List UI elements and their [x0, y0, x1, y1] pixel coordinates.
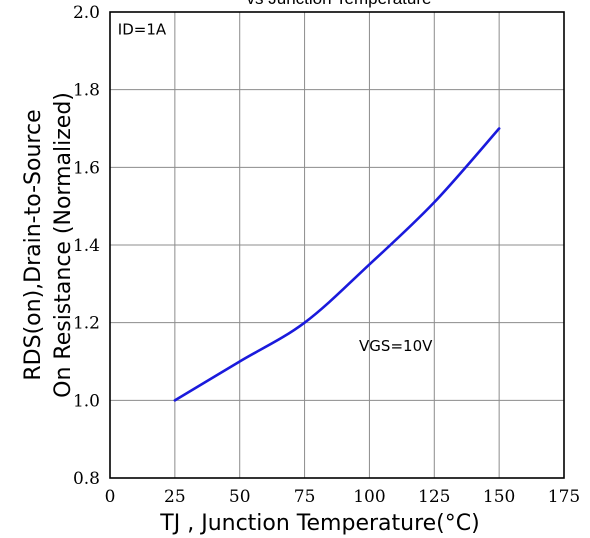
y-tick-label: 1.0	[73, 391, 100, 411]
x-axis-label: TJ , Junction Temperature(°C)	[159, 511, 479, 536]
y-tick-label: 1.8	[73, 81, 100, 101]
y-tick-labels: 0.8 1.0 1.2 1.4 1.6 1.8 2.0	[73, 3, 100, 489]
x-tick-label: 175	[548, 487, 580, 507]
x-tick-label: 150	[483, 487, 515, 507]
plot-frame	[109, 11, 565, 479]
x-tick-label: 100	[353, 487, 385, 507]
annotation-label-0: ID=1A	[118, 20, 167, 38]
y-tick-label: 1.4	[73, 236, 100, 256]
chart-title: vs Junction Temperature	[247, 0, 432, 8]
x-tick-label: 125	[418, 487, 450, 507]
grid	[110, 12, 564, 478]
x-tick-label: 25	[164, 487, 186, 507]
y-axis-label-line-1: RDS(on),Drain-to-Source	[21, 109, 46, 380]
y-tick-label: 1.6	[73, 158, 100, 178]
x-tick-label: 75	[294, 487, 316, 507]
y-tick-label: 2.0	[73, 3, 100, 23]
x-tick-label: 0	[105, 487, 116, 507]
x-tick-label: 50	[229, 487, 251, 507]
y-axis-label-line-2: On Resistance (Normalized)	[51, 92, 76, 398]
y-tick-label: 0.8	[73, 469, 100, 489]
annotation-label-1: VGS=10V	[359, 337, 433, 355]
series-layer	[173, 127, 501, 402]
series-line-0	[173, 127, 501, 402]
y-tick-label: 1.2	[73, 314, 100, 334]
annotations: ID=1A VGS=10V	[118, 20, 433, 354]
x-tick-labels: 0 25 50 75 100 125 150 175	[105, 487, 581, 507]
